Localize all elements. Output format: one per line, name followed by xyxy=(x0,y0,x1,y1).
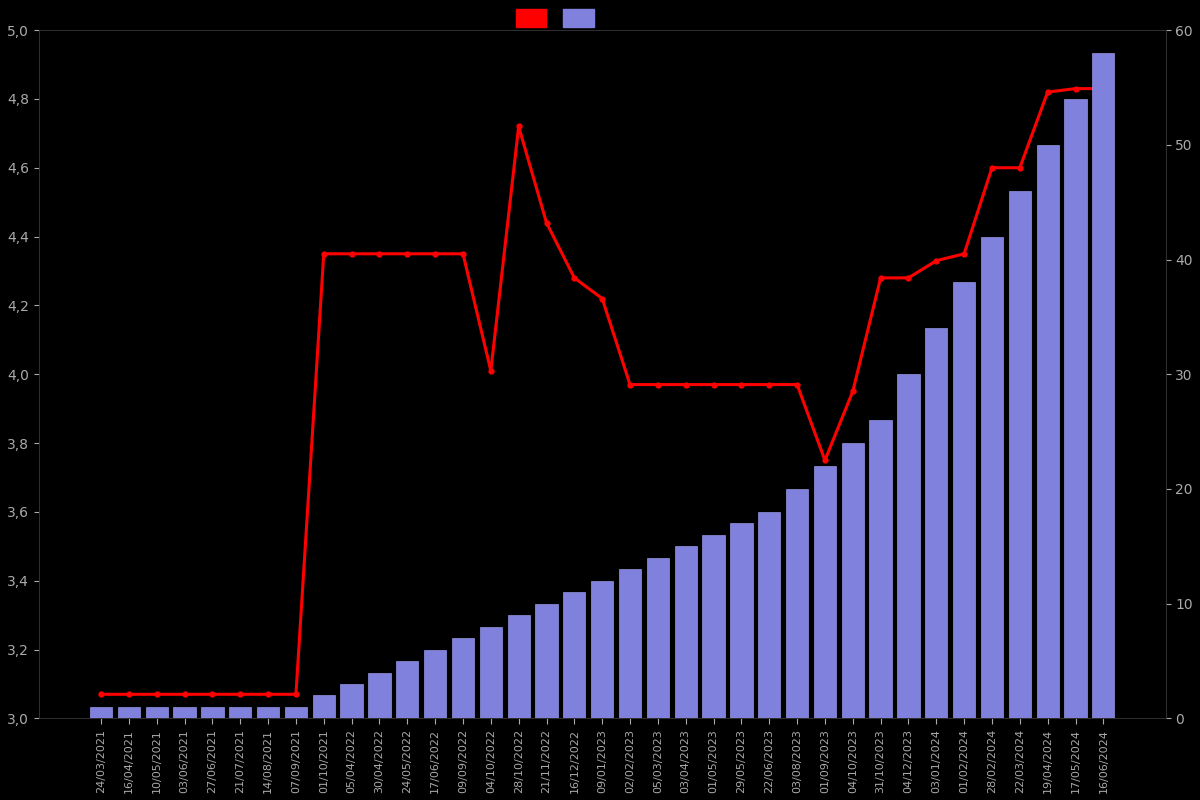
Bar xyxy=(870,420,892,718)
Bar xyxy=(814,466,836,718)
Bar xyxy=(980,237,1003,718)
Bar xyxy=(898,374,919,718)
Bar xyxy=(647,558,670,718)
Bar xyxy=(145,707,168,718)
Bar xyxy=(313,695,335,718)
Bar xyxy=(229,707,251,718)
Bar xyxy=(257,707,280,718)
Bar xyxy=(202,707,223,718)
Bar xyxy=(284,707,307,718)
Bar xyxy=(925,328,948,718)
Bar xyxy=(1064,99,1087,718)
Bar xyxy=(452,638,474,718)
Bar xyxy=(731,523,752,718)
Bar xyxy=(758,512,780,718)
Bar xyxy=(1009,190,1031,718)
Bar xyxy=(424,650,446,718)
Bar xyxy=(396,661,419,718)
Bar xyxy=(619,570,641,718)
Bar xyxy=(368,673,390,718)
Bar xyxy=(174,707,196,718)
Bar xyxy=(535,604,558,718)
Bar xyxy=(1092,53,1115,718)
Bar xyxy=(786,489,809,718)
Bar xyxy=(563,592,586,718)
Bar xyxy=(1037,145,1058,718)
Bar xyxy=(674,546,697,718)
Bar xyxy=(341,684,362,718)
Bar xyxy=(90,707,112,718)
Bar xyxy=(480,626,502,718)
Bar xyxy=(592,581,613,718)
Bar xyxy=(118,707,140,718)
Bar xyxy=(953,282,976,718)
Bar xyxy=(508,615,529,718)
Bar xyxy=(702,535,725,718)
Legend: , : , xyxy=(510,3,605,33)
Bar xyxy=(841,443,864,718)
